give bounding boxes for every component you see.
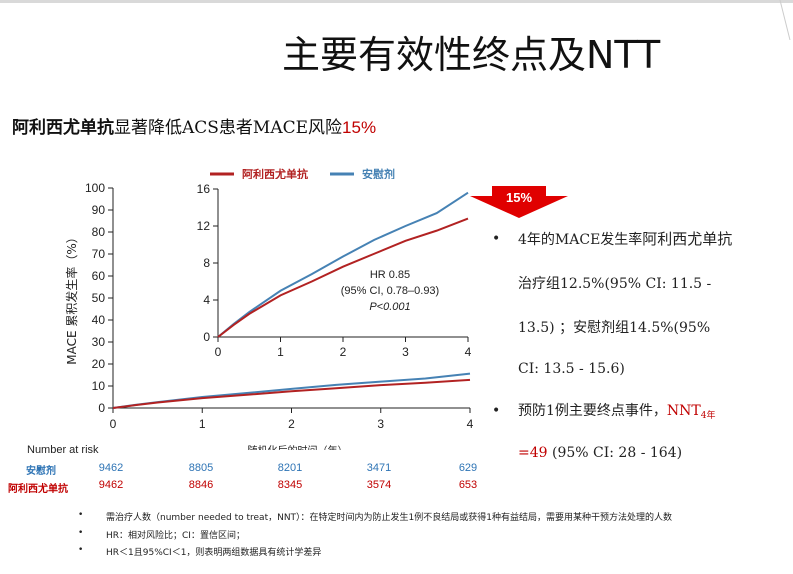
finding-1-drug: 阿利西尤单抗 — [642, 230, 733, 248]
finding-2-line-2: =49 (95% CI: 28 - 164) — [518, 436, 682, 470]
inset-y-tick-label: 0 — [203, 330, 210, 344]
y-tick-label: 0 — [98, 401, 105, 415]
risk-cell: 3574 — [366, 479, 392, 491]
inset-x-tick-label: 1 — [277, 345, 284, 359]
x-tick-label: 1 — [199, 417, 206, 431]
finding-2-text: 预防1例主要终点事件， — [518, 403, 667, 419]
finding-1-line-4: CI: 13.5 - 15.6) — [518, 361, 625, 377]
reduction-arrow-label: 15% — [505, 190, 533, 205]
x-tick-label: 0 — [110, 417, 117, 431]
page-title: 主要有效性终点及NTT — [282, 33, 661, 77]
risk-cell: 8345 — [277, 479, 303, 491]
y-tick-label: 20 — [92, 357, 106, 371]
y-axis-label: MACE 累积发生率（%） — [64, 231, 79, 365]
series-line-inset — [217, 191, 469, 338]
risk-cell: 653 — [458, 479, 478, 491]
footnote-text: 需治疗人数（number needed to treat，NNT）：在特定时间内… — [106, 513, 673, 523]
risk-cell: 9462 — [98, 462, 124, 474]
y-tick-label: 100 — [85, 181, 105, 195]
y-tick-label: 60 — [92, 269, 106, 283]
inset-ci: (95% CI, 0.78–0.93) — [341, 285, 439, 297]
inset-hr: HR 0.85 — [370, 269, 410, 281]
inset-p: P<0.001 — [369, 301, 410, 313]
corner-decoration — [779, 0, 791, 40]
risk-cell: 3471 — [366, 462, 392, 474]
y-tick-label: 90 — [92, 203, 106, 217]
finding-1-line-2: 治疗组12.5%(95% CI: 11.5 - — [518, 276, 712, 292]
inset-y-tick-label: 12 — [197, 219, 211, 233]
inset-background — [188, 179, 478, 367]
y-tick-label: 40 — [92, 313, 106, 327]
legend-label: 安慰剂 — [362, 167, 395, 181]
finding-1-line-3: 13.5) ；安慰剂组14.5%(95% — [518, 320, 711, 336]
risk-cell: 8805 — [188, 462, 214, 474]
inset-x-tick-label: 2 — [340, 345, 347, 359]
y-tick-label: 10 — [92, 379, 106, 393]
bullet-dot: • — [492, 403, 501, 419]
risk-row-label-placebo: 安慰剂 — [26, 466, 56, 477]
bullet-dot: • — [78, 510, 84, 520]
risk-table: Number at risk 安慰剂 阿利西尤单抗 9462 8805 8201… — [0, 442, 490, 502]
subtitle-text: 显著降低ACS患者MACE风险 — [114, 118, 343, 138]
y-tick-label: 30 — [92, 335, 106, 349]
finding-1-line-1: 4年的MACE发生率阿利西尤单抗 — [518, 222, 732, 257]
series-line-inset — [217, 217, 469, 338]
bullet-dot: • — [492, 231, 501, 247]
series-line-main — [112, 378, 471, 409]
reduction-arrow — [470, 186, 568, 218]
risk-cell: 8846 — [188, 479, 214, 491]
risk-cell: 9462 — [98, 479, 124, 491]
nnt-subscript: 4年 — [700, 411, 716, 421]
nnt-value: =49 — [518, 445, 548, 461]
footnote-text: HR＜1且95%CI＜1，则表明两组数据具有统计学差异 — [106, 548, 322, 558]
x-axis-label: 随机化后的时间（年） — [248, 444, 348, 450]
slide-subtitle: 阿利西尤单抗显著降低ACS患者MACE风险15% — [12, 116, 376, 140]
legend-label: 阿利西尤单抗 — [242, 167, 308, 181]
footnote-text: HR：相对风险比；CI：置信区间； — [106, 531, 245, 541]
risk-cell: 629 — [458, 462, 478, 474]
x-tick-label: 4 — [467, 417, 474, 431]
inset-x-tick-label: 3 — [402, 345, 409, 359]
y-tick-label: 70 — [92, 247, 106, 261]
x-tick-label: 3 — [377, 417, 384, 431]
finding-1-text: 4年的MACE发生率 — [518, 232, 643, 248]
finding-2-line-1: 预防1例主要终点事件，NNT4年 — [518, 394, 716, 433]
inset-y-tick-label: 4 — [203, 293, 210, 307]
y-tick-label: 80 — [92, 225, 106, 239]
risk-row-label-alirocumab: 阿利西尤单抗 — [8, 484, 68, 495]
inset-x-tick-label: 4 — [465, 345, 472, 359]
risk-table-title: Number at risk — [27, 444, 99, 456]
inset-y-tick-label: 8 — [203, 256, 210, 270]
bullet-dot: • — [78, 528, 84, 538]
top-border — [0, 0, 793, 3]
subtitle-drug: 阿利西尤单抗 — [12, 118, 114, 138]
km-chart: 0 10 20 30 40 50 60 70 80 90 100 0 1 2 3 4 MACE 累积发生率（%）… — [0, 150, 490, 500]
y-tick-label: 50 — [92, 291, 106, 305]
nnt-ci: (95% CI: 28 - 164) — [547, 445, 683, 461]
subtitle-percent: 15% — [342, 118, 377, 137]
nnt-label: NNT — [666, 403, 701, 419]
x-tick-label: 2 — [288, 417, 295, 431]
inset-x-tick-label: 0 — [215, 345, 222, 359]
risk-cell: 8201 — [277, 462, 303, 474]
bullet-dot: • — [78, 545, 84, 555]
inset-y-tick-label: 16 — [197, 182, 211, 196]
